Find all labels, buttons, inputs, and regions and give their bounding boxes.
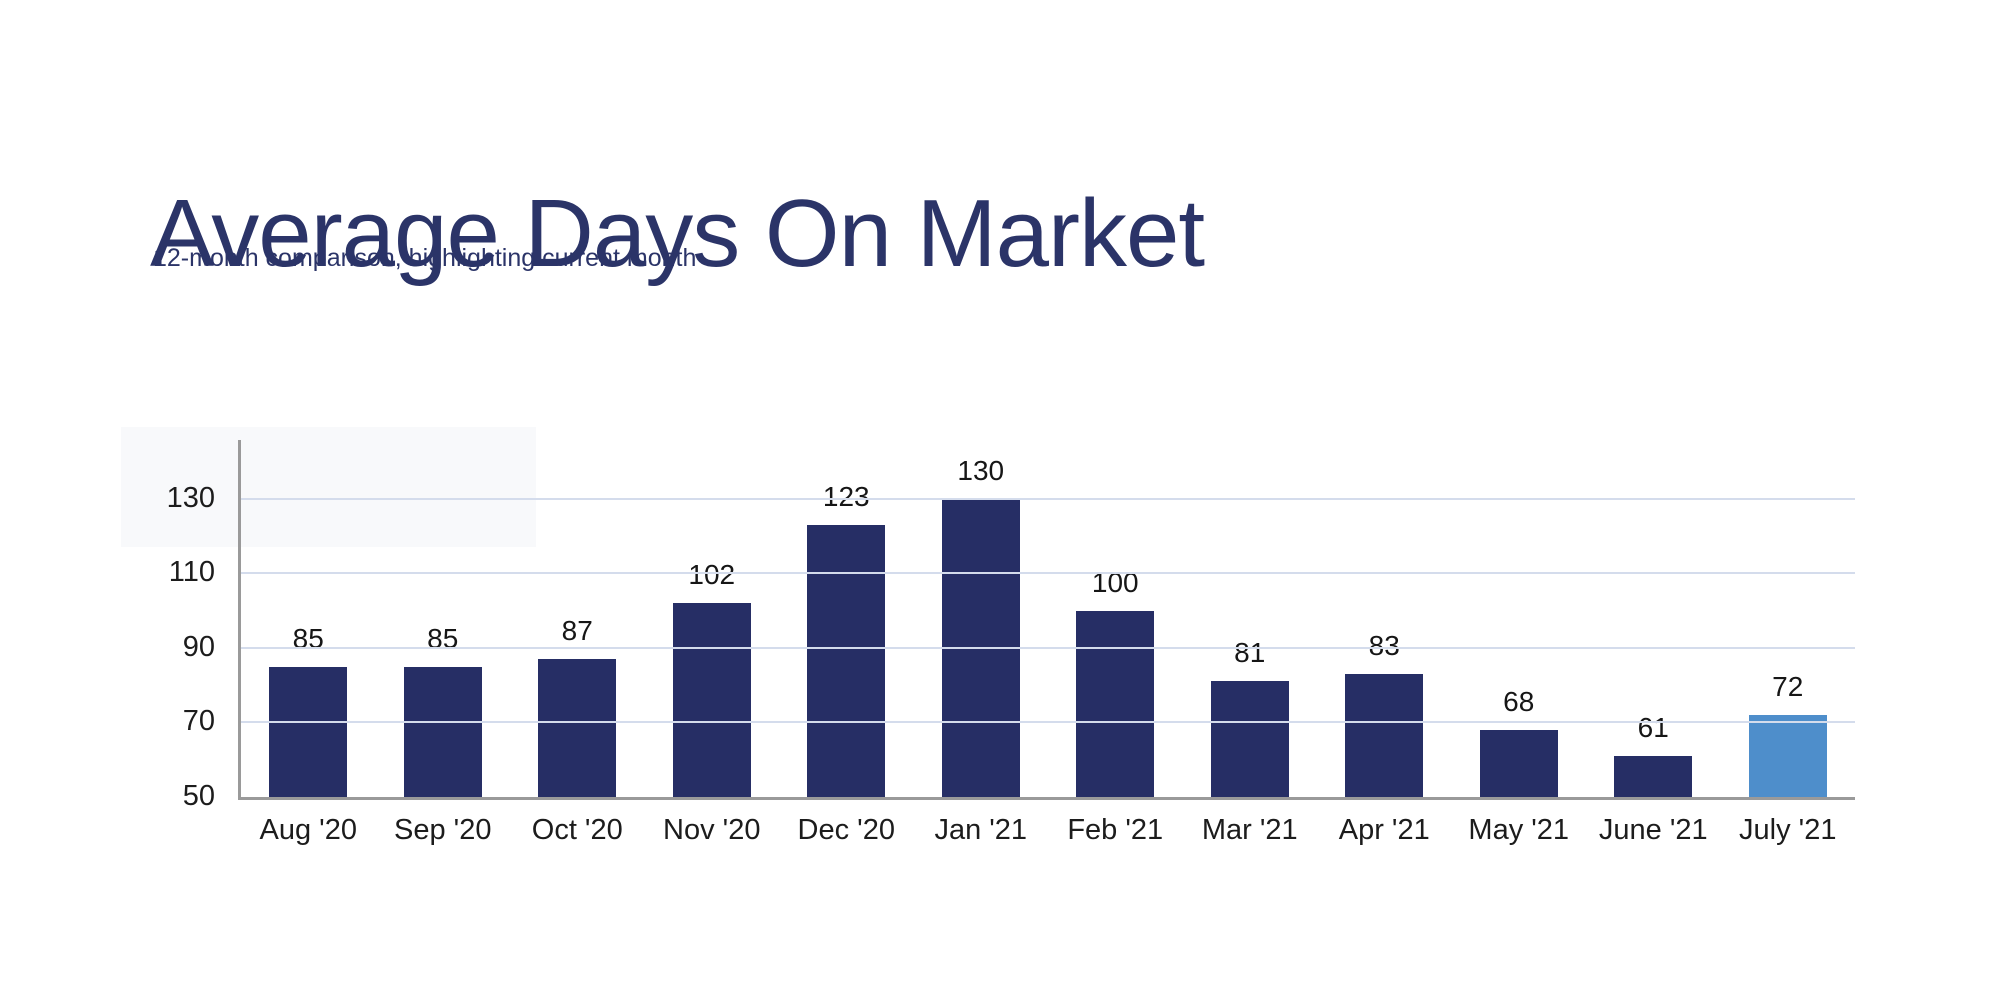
bar-group-9: 68 (1452, 440, 1587, 797)
bar-june-21 (1614, 756, 1693, 797)
bar-nov-20 (672, 603, 751, 797)
x-axis-label: Sep '20 (394, 814, 492, 846)
bar-chart: 85 85 87 102 123 130 100 81 83 68 61 72 Aug '20 Sep … (167, 440, 1855, 846)
plot-backdrop (121, 427, 536, 547)
bar-group-10: 61 (1586, 440, 1721, 797)
x-axis-label: Oct '20 (531, 814, 623, 846)
page-title: Average Days On Market (150, 180, 1205, 288)
x-axis-label: June '21 (1598, 814, 1708, 846)
y-tick-label-50: 50 (182, 780, 215, 812)
bar-value-label: 68 (1503, 685, 1535, 717)
bar-may-21 (1479, 729, 1558, 797)
bar-group-8: 83 (1317, 440, 1452, 797)
bar-group-6: 100 (1048, 440, 1183, 797)
x-axis-label: Dec '20 (797, 814, 895, 846)
bar-sep-20 (403, 666, 482, 797)
x-axis-labels: Aug '20 Sep '20 Oct '20 Nov '20 Dec '20 Jan '… (241, 814, 1855, 846)
bar-july-21 (1748, 715, 1827, 797)
x-axis-label: Nov '20 (663, 814, 761, 846)
bar-group-1: 85 (376, 440, 511, 797)
y-tick-label-130: 130 (166, 481, 215, 514)
y-tick-label-110: 110 (168, 556, 215, 589)
bar-dec-20 (807, 524, 886, 797)
bar-group-11: 72 (1721, 440, 1856, 797)
bar-value-label: 72 (1772, 671, 1804, 703)
bar-value-label: 130 (957, 454, 1005, 486)
gridline-70 (241, 721, 1855, 724)
bar-aug-20 (269, 666, 348, 797)
bar-oct-20 (538, 659, 617, 797)
bar-apr-21 (1345, 674, 1424, 797)
bar-value-label: 123 (822, 480, 870, 512)
bar-feb-21 (1076, 610, 1155, 797)
bar-mar-21 (1210, 681, 1289, 797)
bar-value-label: 102 (688, 559, 736, 591)
x-axis-label: Aug '20 (259, 814, 357, 846)
bar-group-4: 123 (779, 440, 914, 797)
x-axis-label: Mar '21 (1201, 814, 1298, 846)
gridline-130 (241, 497, 1855, 500)
gridline-110 (241, 572, 1855, 575)
x-axis-label: Apr '21 (1338, 814, 1430, 846)
page-subtitle: 12-month comparison, highlighting curren… (153, 244, 697, 272)
bar-group-7: 81 (1183, 440, 1318, 797)
gridline-90 (241, 646, 1855, 649)
bar-value-label: 87 (561, 615, 593, 647)
x-axis-label: May '21 (1468, 814, 1570, 846)
bar-value-label: 61 (1637, 712, 1669, 744)
bar-value-label: 83 (1368, 630, 1400, 662)
x-axis-label: Jan '21 (934, 814, 1028, 846)
bar-group-3: 102 (645, 440, 780, 797)
bar-value-label: 81 (1234, 637, 1266, 669)
bar-group-5: 130 (914, 440, 1049, 797)
bar-group-2: 87 (510, 440, 645, 797)
bars-row: 85 85 87 102 123 130 100 81 83 68 61 72 (241, 440, 1855, 797)
x-axis-label: Feb '21 (1067, 814, 1164, 846)
x-axis-label: July '21 (1739, 814, 1837, 846)
y-tick-label-70: 70 (182, 705, 215, 738)
y-tick-label-90: 90 (182, 630, 215, 663)
bar-group-0: 85 (241, 440, 376, 797)
